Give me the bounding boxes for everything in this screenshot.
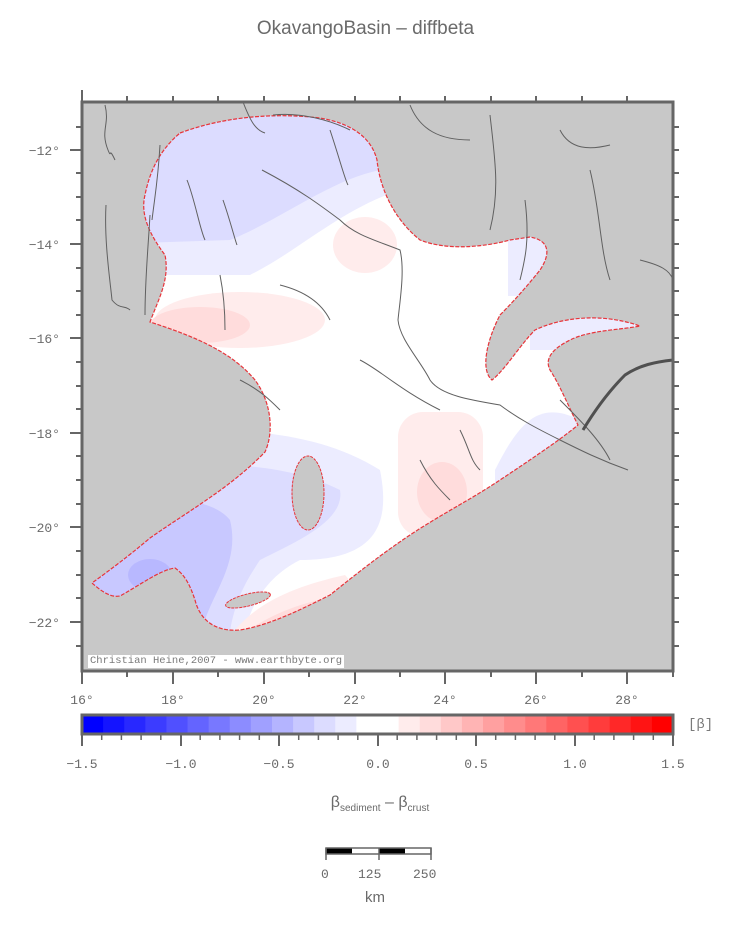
colorbar-swatch [103,716,125,733]
credit-text: Christian Heine,2007 - www.earthbyte.org [88,655,345,668]
colorbar-swatch [145,716,167,733]
colorbar-swatch [293,716,315,733]
lat-labels: −12° −14° −16° −18° −20° −22° [29,144,60,631]
colorbar-swatch [398,716,421,733]
lon-label: 20° [252,693,275,708]
colorbar-swatch [440,716,463,733]
colorbar-swatch [546,716,568,733]
colorbar-tick-label: −0.5 [263,757,294,772]
colorbar-tick-label: 1.0 [563,757,586,772]
lat-label: −12° [29,144,60,159]
colorbar-tick-label: 0.5 [464,757,487,772]
colorbar-swatch [461,716,484,733]
lon-ticks [81,90,674,684]
colorbar-swatch [166,716,189,733]
colorbar-swatch [630,716,653,733]
map-title: OkavangoBasin – diffbeta [256,18,475,39]
colorbar-title: βsediment – βcrust [0,794,731,814]
lon-labels: 16° 18° 20° 22° 24° 26° 28° [70,693,638,708]
lon-label: 22° [343,693,366,708]
colorbar-swatch [483,716,505,733]
beta-symbol: β [398,794,408,811]
lat-label: −16° [29,332,60,347]
lon-label: 26° [524,693,547,708]
scale-label-125: 125 [358,867,382,882]
lon-label: 16° [70,693,93,708]
lon-label: 24° [433,693,456,708]
beta-symbol: β [330,794,340,811]
colorbar-swatch [271,716,294,733]
colorbar-swatch [356,716,378,733]
colorbar-swatch [314,716,336,733]
colorbar-tick-label: 0.0 [366,757,389,772]
land-island [225,591,271,609]
subscript-crust: crust [407,803,430,815]
lat-label: −18° [29,427,60,442]
colorbar-swatch [229,716,252,733]
colorbar-swatch [419,716,442,733]
colorbar-swatch [124,716,146,733]
colorbar-swatch [525,716,547,733]
colorbar-swatch [504,716,526,733]
colorbar-swatch [651,716,674,733]
scale-bar [325,847,432,860]
land-island [291,455,325,531]
colorbar-tick-label: −1.5 [66,757,97,772]
lat-ticks [70,126,679,647]
colorbar-swatch [377,716,400,733]
colorbar-swatch [567,716,590,733]
scale-unit: km [365,889,385,906]
colorbar-unit: [β] [688,717,714,733]
lat-label: −20° [29,521,60,536]
colorbar-swatch [208,716,231,733]
lat-label: −22° [29,616,60,631]
lake-malawi-outline [581,358,674,431]
lon-label: 28° [615,693,638,708]
colorbar-tick-label: −1.0 [165,757,196,772]
colorbar-swatch [588,716,611,733]
colorbar-swatch [609,716,632,733]
rivers [104,102,673,501]
lat-label: −14° [29,238,60,253]
colorbar-swatch [335,716,357,733]
colorbar-swatch [82,716,104,733]
subscript-sediment: sediment [339,803,381,815]
minus-sign: – [380,794,399,811]
colorbar-tick-label: 1.5 [661,757,684,772]
lon-label: 18° [161,693,184,708]
scale-label-0: 0 [321,867,329,882]
scale-label-250: 250 [413,867,437,882]
colorbar-swatch [250,716,273,733]
colorbar-swatch [187,716,210,733]
colorbar: −1.5 −1.0 −0.5 0.0 0.5 1.0 1.5 [66,713,685,772]
